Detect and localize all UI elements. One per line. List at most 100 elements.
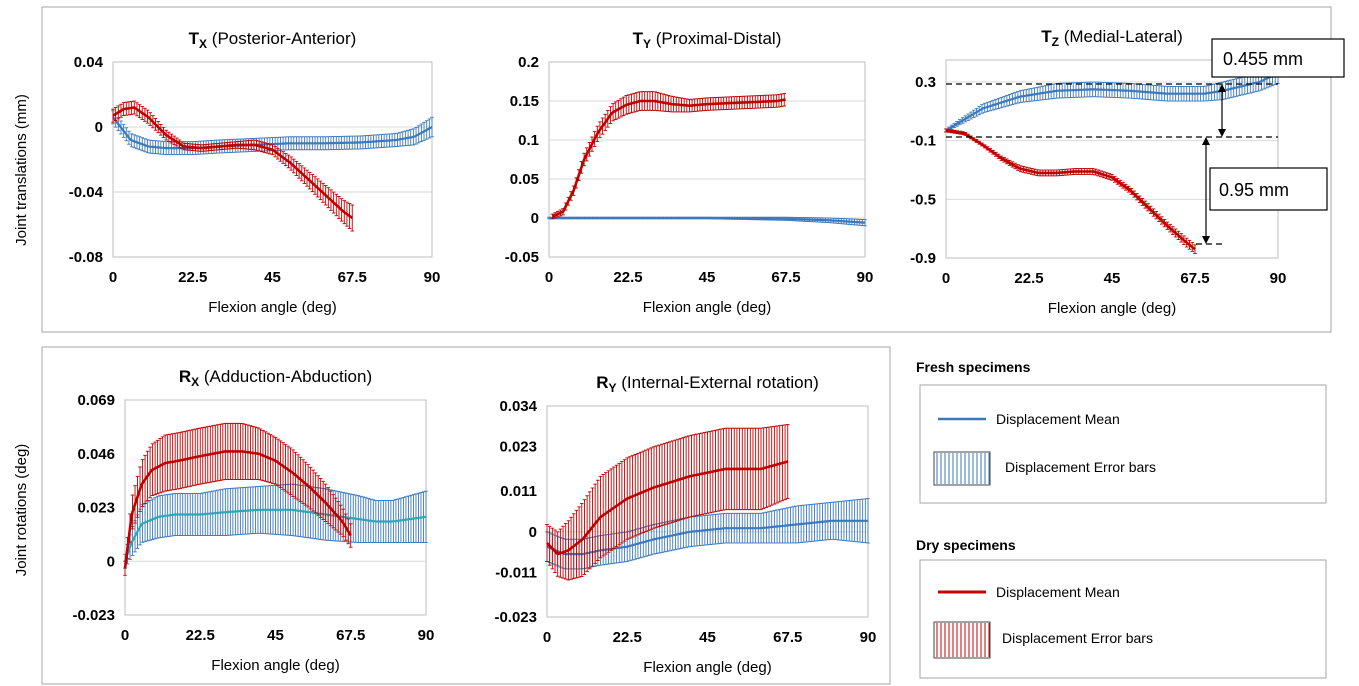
tz-y-tick-label: -0.5 (910, 191, 936, 208)
tz-y-tick-label: -0.1 (910, 133, 936, 150)
tx-title-subscript: X (199, 37, 207, 51)
tz-arrowhead-lower-bottom (1202, 236, 1210, 244)
tz-dry-error-bars (944, 128, 1197, 255)
ty-y-tick-label: 0.15 (510, 93, 539, 110)
chart-tz: 0.3 -0.1 -0.5 -0.9 0 22.5 45 67.5 90 Flexion angl… (910, 27, 1286, 317)
ry-title-text: (Internal-External rotation) (617, 373, 819, 392)
tx-title: TX (Posterior-Anterior) (189, 29, 357, 51)
tx-x-tick-label: 67.5 (338, 269, 367, 286)
ry-title-symbol: R (596, 373, 608, 392)
legend-dry-box (919, 559, 1327, 679)
ry-dry-mean-line (546, 460, 789, 556)
tz-title: TZ (Medial-Lateral) (1041, 27, 1183, 49)
legend-fresh-err-frame (933, 451, 991, 486)
rx-title: RX (Adduction-Abduction) (179, 367, 372, 389)
ry-x-axis-label: Flexion angle (deg) (643, 659, 771, 676)
tz-x-axis-label: Flexion angle (deg) (1048, 300, 1176, 317)
ry-x-tick-label: 67.5 (773, 629, 802, 646)
tz-box-upper (1211, 38, 1345, 78)
tx-y-tick-label: -0.04 (69, 184, 104, 201)
ty-title-symbol: T (633, 29, 644, 48)
rx-x-tick-label: 0 (121, 627, 129, 644)
rx-dry-mean-line (123, 450, 352, 569)
ry-x-tick-label: 90 (860, 629, 877, 646)
rx-title-symbol: R (179, 367, 191, 386)
tz-dry-mean-line (945, 129, 1196, 251)
legend-dry-err-frame (933, 621, 991, 659)
tz-arrowhead-upper-bottom (1218, 129, 1226, 137)
tz-arrowhead-lower-top (1202, 137, 1210, 145)
rx-fresh-mean-line (123, 508, 427, 562)
tz-annotations: 0.455 mm 0.95 mm (946, 38, 1345, 245)
tz-label-lower: 0.95 mm (1219, 180, 1289, 200)
legend-dry-mean-label: Displacement Mean (996, 584, 1120, 600)
ry-y-tick-label: 0.034 (499, 398, 537, 415)
tz-label-upper: 0.455 mm (1223, 49, 1303, 69)
tx-title-symbol: T (189, 29, 200, 48)
tz-x-tick-label: 22.5 (1014, 270, 1043, 287)
ry-y-tick-label: 0.011 (500, 483, 537, 500)
ty-x-tick-label: 22.5 (613, 269, 642, 286)
ty-y-tick-label: 0.2 (518, 54, 539, 71)
chart-ry: 0.034 0.023 0.011 0 -0.011 -0.023 0 22.5 45 67.5 9… (494, 373, 876, 676)
ty-y-tick-label: 0.1 (518, 132, 539, 149)
rotations-y-label: Joint rotations (deg) (13, 444, 30, 577)
chart-ty: 0.2 0.15 0.1 0.05 0 -0.05 0 22.5 45 67.5 90 Flexion… (505, 29, 874, 316)
tz-y-tick-label: 0.3 (915, 74, 936, 91)
legend-fresh-error-swatch (933, 451, 991, 486)
ty-plot-frame (548, 61, 866, 258)
rx-fresh-error-bars (123, 483, 428, 569)
ty-x-tick-label: 45 (699, 269, 716, 286)
tz-x-tick-label: 67.5 (1180, 270, 1209, 287)
rx-y-tick-label: 0.023 (77, 500, 115, 517)
ty-y-tick-label: -0.05 (505, 249, 539, 266)
tx-plot-frame (112, 61, 433, 258)
tz-x-tick-label: 90 (1270, 270, 1287, 287)
ty-x-tick-label: 90 (857, 269, 874, 286)
tz-title-text: (Medial-Lateral) (1059, 27, 1183, 46)
tx-x-tick-label: 22.5 (178, 269, 207, 286)
legend-fresh-mean-label: Displacement Mean (996, 411, 1120, 427)
ry-x-tick-label: 45 (699, 629, 716, 646)
tx-dry-mean-line (112, 106, 354, 220)
ty-x-tick-label: 67.5 (771, 269, 800, 286)
tz-x-tick-label: 0 (942, 270, 950, 287)
ty-y-tick-label: 0.05 (510, 171, 539, 188)
ty-dry-mean-line (552, 98, 786, 218)
rotations-panel-frame (41, 346, 891, 685)
ty-fresh-mean-line (549, 216, 866, 224)
tx-y-tick-label: 0.04 (74, 54, 104, 71)
tx-x-tick-label: 45 (264, 269, 281, 286)
tx-dry-error-bars (111, 100, 355, 232)
tx-fresh-mean-line (112, 116, 433, 150)
rx-x-axis-label: Flexion angle (deg) (211, 657, 339, 674)
ty-title-text: (Proximal-Distal) (651, 29, 781, 48)
tz-x-tick-label: 45 (1104, 270, 1121, 287)
ty-title: TY (Proximal-Distal) (633, 29, 782, 51)
rx-x-tick-label: 22.5 (186, 627, 215, 644)
tz-arrowhead-upper-top (1218, 84, 1226, 92)
rx-x-tick-label: 67.5 (336, 627, 365, 644)
rx-title-subscript: X (191, 375, 199, 389)
rx-y-tick-label: 0 (107, 553, 115, 570)
translations-y-label: Joint translations (mm) (13, 94, 30, 246)
ty-x-axis-label: Flexion angle (deg) (643, 299, 771, 316)
ty-title-subscript: Y (643, 37, 651, 51)
ry-y-tick-label: -0.011 (495, 565, 537, 582)
ty-x-tick-label: 0 (545, 269, 553, 286)
ry-x-tick-label: 22.5 (613, 629, 642, 646)
chart-rx: 0.069 0.046 0.023 0 -0.023 0 22.5 45 67.5 90 Flexi… (72, 367, 434, 674)
legend-dry-error-label: Displacement Error bars (1002, 630, 1153, 646)
rx-title-text: (Adduction-Abduction) (199, 367, 372, 386)
legend-fresh-error-label: Displacement Error bars (1005, 459, 1156, 475)
rx-x-tick-label: 90 (418, 627, 435, 644)
tx-y-tick-label: 0 (95, 119, 103, 136)
legend-dry-error-swatch (933, 621, 991, 659)
translations-panel-frame (41, 6, 1332, 333)
legend-fresh-box (919, 384, 1327, 504)
ry-title: RY (Internal-External rotation) (596, 373, 819, 395)
ry-y-tick-label: -0.023 (494, 609, 537, 626)
tz-y-tick-label: -0.9 (910, 250, 936, 267)
tx-x-tick-label: 90 (424, 269, 441, 286)
